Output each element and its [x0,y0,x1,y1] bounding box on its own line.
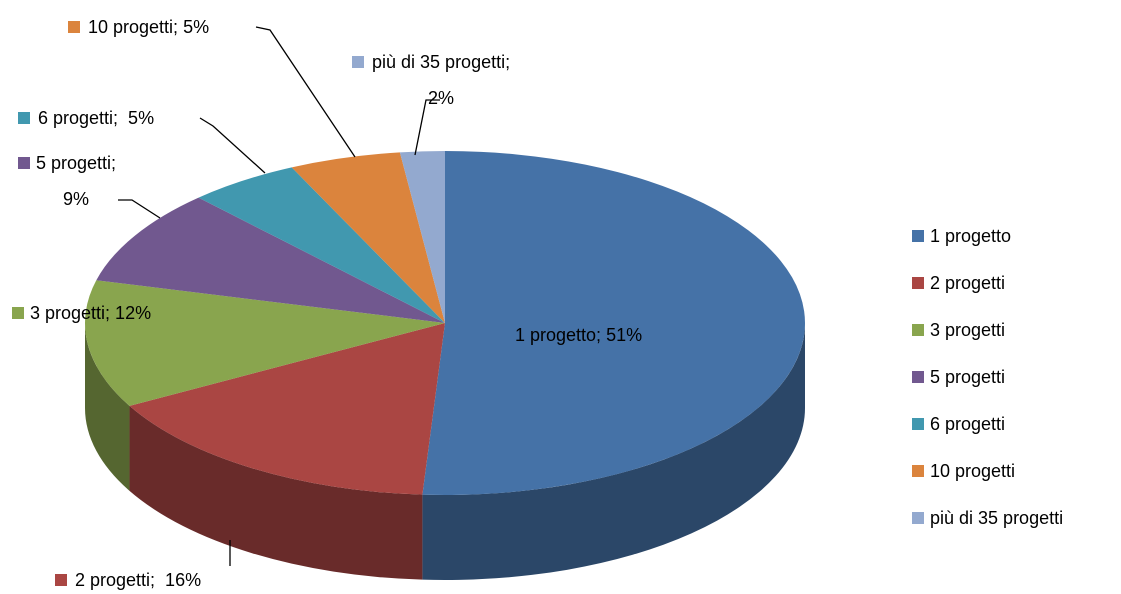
label-marker [55,574,67,586]
legend-swatch [912,230,924,242]
label-marker [12,307,24,319]
data-label: più di 35 progetti; 2% [372,52,511,108]
data-label: 1 progetto; 51% [515,325,643,345]
pie-slice [291,152,445,323]
legend-label: 10 progetti [930,461,1016,481]
legend-swatch [912,512,924,524]
legend-swatch [912,465,924,477]
pie-slice [96,197,445,323]
legend-label: 1 progetto [930,226,1012,246]
label-marker [18,157,30,169]
legend-label: 5 progetti [930,367,1006,387]
pie-slice-side [85,323,130,491]
legend-swatch [912,324,924,336]
leader-line [199,117,266,174]
data-label: 3 progetti; 12% [30,303,152,323]
legend-swatch [912,277,924,289]
label-marker [495,329,507,341]
leader-line [414,99,440,156]
data-label: 6 progetti; 5% [38,108,155,128]
pie-slice [198,167,445,323]
pie-tops [85,151,806,495]
data-label: 2 progetti; 16% [75,570,202,590]
pie-slice [85,280,446,406]
pie-sides [85,323,805,580]
legend-swatch [912,371,924,383]
pie-slice-side [129,405,423,580]
legend-label: 3 progetti [930,320,1006,340]
label-marker [68,21,80,33]
label-marker [18,112,30,124]
leader-line [255,26,356,158]
data-label: 10 progetti; 5% [88,17,210,37]
data-label: 5 progetti; 9% [36,153,117,209]
leader-line [118,199,161,219]
label-marker [352,56,364,68]
pie-slice [422,151,806,495]
legend-swatch [912,418,924,430]
legend-label: 6 progetti [930,414,1006,434]
legend-label: 2 progetti [930,273,1006,293]
leader-lines [118,26,440,566]
legend-label: più di 35 progetti [930,508,1064,528]
pie-slice-side [422,323,805,580]
pie-slice [129,323,445,495]
pie-slice [399,151,445,323]
